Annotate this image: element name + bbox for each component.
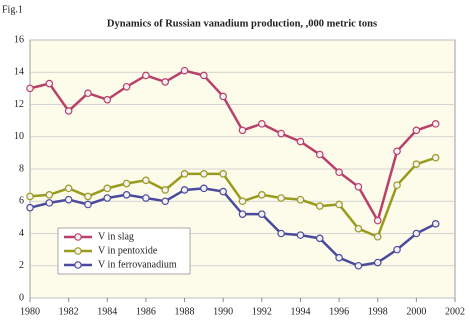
legend-marker xyxy=(74,247,82,255)
data-point xyxy=(238,126,247,135)
data-point xyxy=(122,179,131,188)
data-point xyxy=(431,153,440,162)
data-point xyxy=(277,194,285,202)
data-point xyxy=(219,170,227,178)
data-point xyxy=(64,184,73,193)
data-point xyxy=(45,199,54,207)
x-tick-label: 1982 xyxy=(59,306,79,317)
data-point xyxy=(296,231,305,239)
data-point xyxy=(161,78,170,86)
x-tick-label: 1980 xyxy=(20,306,40,317)
data-point xyxy=(45,191,54,199)
data-point xyxy=(161,186,170,194)
data-point xyxy=(64,107,73,115)
data-point xyxy=(26,192,34,201)
x-tick-label: 1986 xyxy=(136,306,156,317)
data-point xyxy=(393,147,401,156)
series-line xyxy=(29,187,437,268)
x-tick-label: 1994 xyxy=(290,306,310,317)
data-point xyxy=(238,210,247,218)
data-point xyxy=(258,120,266,128)
data-point xyxy=(296,137,305,146)
data-point xyxy=(373,258,382,267)
legend-label: V in pentoxide xyxy=(98,245,158,256)
x-tick-label: 1992 xyxy=(252,306,272,317)
data-point xyxy=(84,200,92,209)
chart-title: Dynamics of Russian vanadium production,… xyxy=(107,18,377,29)
y-tick-label: 8 xyxy=(19,163,24,174)
series-line xyxy=(29,156,437,239)
data-point xyxy=(393,181,401,189)
data-point xyxy=(84,192,92,201)
data-point xyxy=(103,95,112,104)
data-point xyxy=(219,92,227,101)
data-point xyxy=(219,187,227,196)
data-point xyxy=(142,71,150,80)
data-point xyxy=(315,150,324,159)
y-tick-label: 16 xyxy=(14,34,24,45)
y-tick-label: 2 xyxy=(19,260,24,271)
y-tick-label: 12 xyxy=(14,99,24,110)
data-point xyxy=(412,160,421,168)
data-point xyxy=(180,170,189,178)
x-tick-label: 2002 xyxy=(445,306,465,317)
legend-marker xyxy=(74,261,82,269)
x-tick-label: 2000 xyxy=(406,306,426,317)
data-point xyxy=(180,186,189,194)
data-point xyxy=(258,191,266,199)
data-point xyxy=(354,224,363,233)
x-tick-label: 1998 xyxy=(368,306,388,317)
data-point xyxy=(45,79,54,88)
x-tick-label: 1984 xyxy=(97,306,117,317)
data-point xyxy=(412,229,421,238)
data-point xyxy=(142,194,150,202)
figure-label: Fig.1 xyxy=(2,4,23,15)
data-point xyxy=(354,182,363,191)
x-tick-label: 1990 xyxy=(213,306,233,317)
data-point xyxy=(122,191,131,199)
data-point xyxy=(200,170,208,178)
y-tick-label: 4 xyxy=(19,228,24,239)
data-point xyxy=(84,89,92,98)
data-point xyxy=(161,197,170,206)
x-tick-label: 1988 xyxy=(175,306,195,317)
data-point xyxy=(335,168,343,177)
data-point xyxy=(335,200,343,209)
data-point xyxy=(200,184,208,193)
data-point xyxy=(373,216,382,225)
data-point xyxy=(277,129,285,138)
data-point xyxy=(103,194,112,202)
data-point xyxy=(431,220,440,228)
data-point xyxy=(200,71,208,80)
data-point xyxy=(26,203,34,212)
data-point xyxy=(103,184,112,193)
x-tick-label: 1996 xyxy=(329,306,349,317)
data-point xyxy=(412,126,421,135)
data-point xyxy=(373,232,382,241)
data-point xyxy=(26,84,34,93)
data-point xyxy=(431,120,440,128)
y-tick-label: 0 xyxy=(19,292,24,303)
data-point xyxy=(238,197,247,206)
series-line xyxy=(29,69,437,224)
data-point xyxy=(354,261,363,270)
legend-label: V in ferrovanadium xyxy=(98,259,177,270)
y-tick-label: 6 xyxy=(19,196,24,207)
legend-label: V in slag xyxy=(98,231,134,242)
y-tick-label: 10 xyxy=(14,131,24,142)
data-point xyxy=(277,229,285,238)
data-point xyxy=(315,202,324,210)
data-point xyxy=(122,82,131,91)
data-point xyxy=(335,253,343,262)
y-tick-label: 14 xyxy=(14,67,24,78)
data-point xyxy=(296,195,305,204)
data-point xyxy=(142,176,150,185)
data-point xyxy=(258,210,266,218)
data-point xyxy=(64,195,73,204)
data-point xyxy=(180,66,189,75)
legend-marker xyxy=(74,233,82,241)
data-point xyxy=(393,245,401,254)
data-point xyxy=(315,234,324,243)
